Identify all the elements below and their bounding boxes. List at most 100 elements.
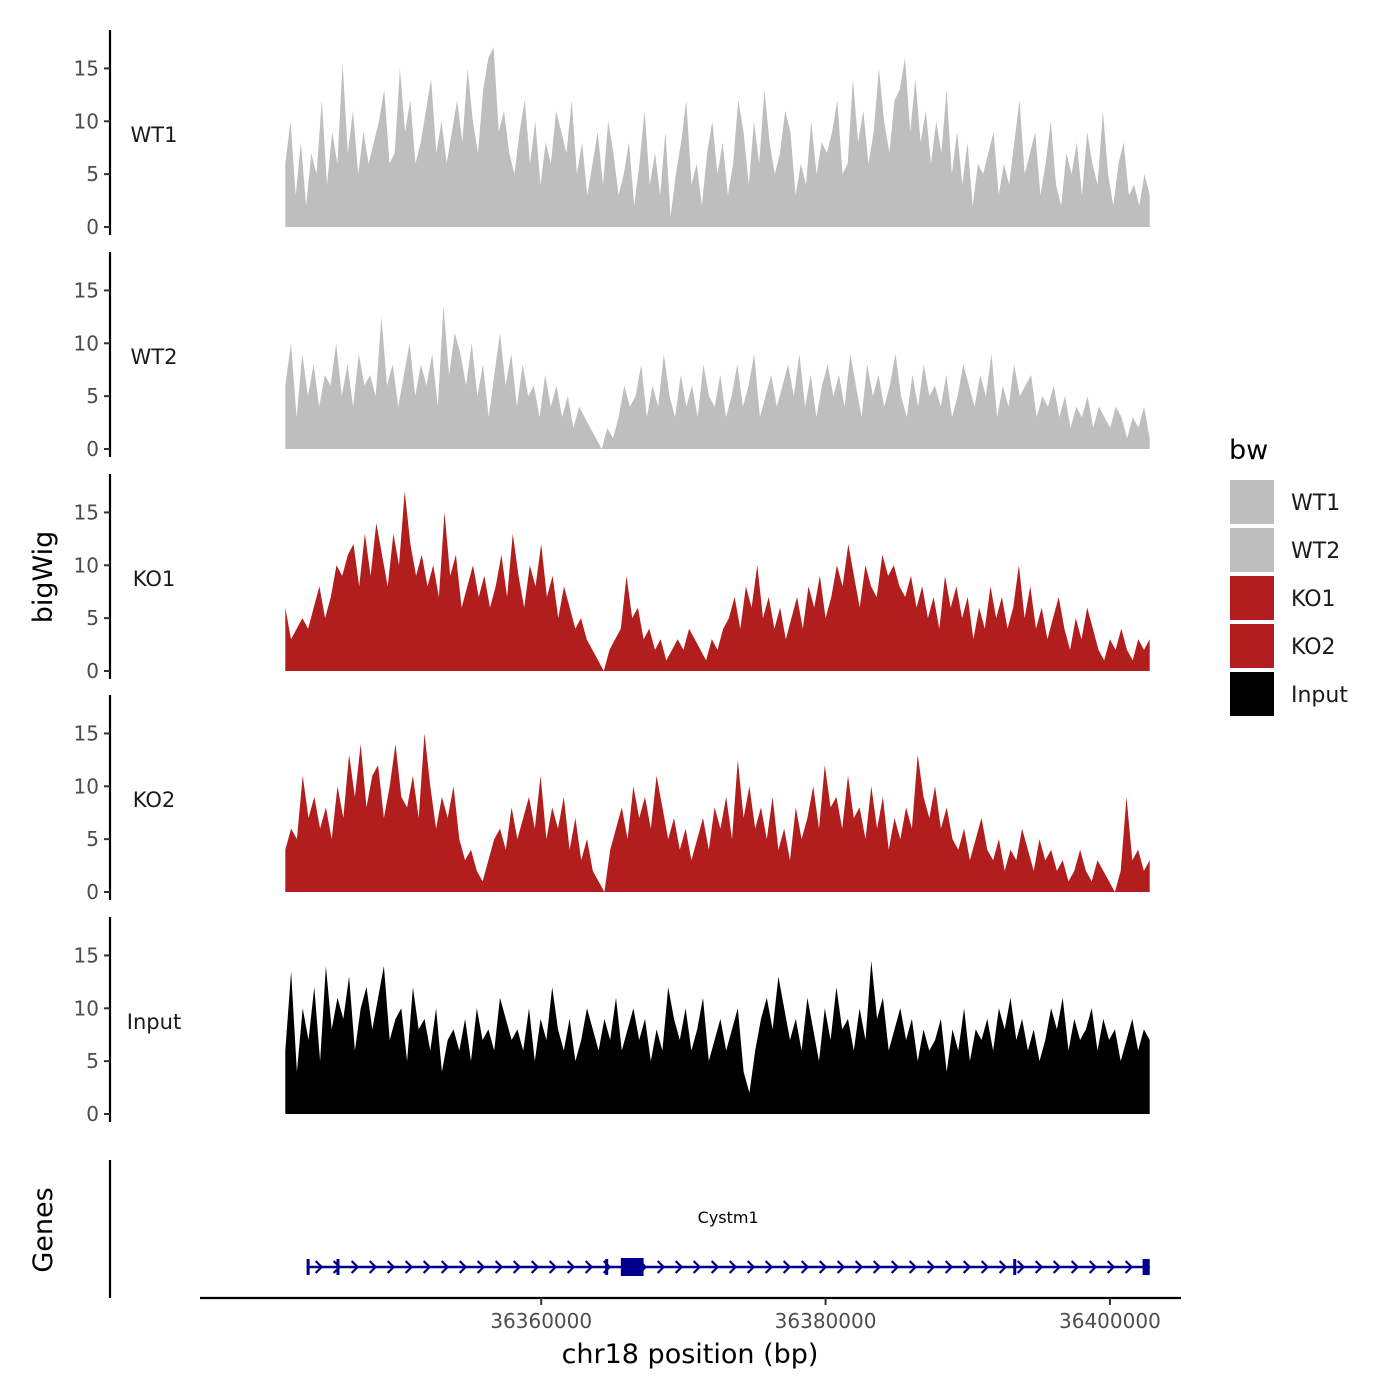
y-tick-label: 10: [74, 109, 99, 133]
y-tick-label: 5: [86, 606, 99, 630]
y-tick-label: 0: [86, 215, 99, 239]
y-tick-label: 10: [74, 553, 99, 577]
legend-swatch: [1230, 624, 1274, 668]
strand-chevron: [908, 1260, 918, 1274]
gene-exon: [306, 1259, 310, 1275]
strand-chevron: [1106, 1260, 1116, 1274]
y-tick-label: 5: [86, 162, 99, 186]
strand-chevron: [674, 1260, 684, 1274]
y-axis-title: bigWig: [28, 531, 59, 624]
gene-exon: [1013, 1259, 1017, 1275]
strand-chevron: [404, 1260, 414, 1274]
y-tick-label: 10: [74, 331, 99, 355]
strand-chevron: [872, 1260, 882, 1274]
legend-item-wt1: WT1: [1230, 480, 1340, 524]
strand-chevron: [710, 1260, 720, 1274]
gene-cystm1: Cystm1: [306, 1208, 1150, 1276]
legend-item-ko1: KO1: [1230, 576, 1336, 620]
legend-swatch: [1230, 528, 1274, 572]
strand-chevron: [368, 1260, 378, 1274]
strand-chevron: [800, 1260, 810, 1274]
x-axis: 36360000 36380000 36400000: [200, 1296, 1181, 1333]
legend-title: bw: [1229, 435, 1268, 466]
strand-chevron: [836, 1260, 846, 1274]
strand-chevron: [440, 1260, 450, 1274]
legend-label: KO2: [1291, 635, 1336, 660]
strand-chevron: [998, 1260, 1008, 1274]
track-label-ko2: KO2: [133, 788, 176, 812]
strand-chevron: [314, 1260, 324, 1274]
track-ko2: 0 5 10 15 KO2: [74, 695, 1150, 904]
y-tick-label: 15: [74, 56, 99, 80]
legend-label: Input: [1291, 683, 1348, 708]
strand-chevron: [656, 1260, 666, 1274]
strand-chevron: [422, 1260, 432, 1274]
y-tick-label: 0: [86, 437, 99, 461]
track-label-wt1: WT1: [131, 123, 178, 147]
gene-track: Cystm1: [108, 1160, 1150, 1298]
track-wt2: 0 5 10 15 WT2: [74, 252, 1150, 461]
strand-chevron: [944, 1260, 954, 1274]
strand-chevron: [584, 1260, 594, 1274]
strand-chevron: [746, 1260, 756, 1274]
y-tick-label: 5: [86, 827, 99, 851]
strand-chevron: [332, 1260, 342, 1274]
legend-swatch: [1230, 480, 1274, 524]
strand-chevron: [692, 1260, 702, 1274]
y-tick-label: 15: [74, 943, 99, 967]
signal-area-ko2: [285, 733, 1150, 892]
strand-chevron: [818, 1260, 828, 1274]
strand-chevron: [1124, 1260, 1134, 1274]
y-tick-label: 15: [74, 721, 99, 745]
strand-chevron: [1016, 1260, 1026, 1274]
gene-exon: [620, 1258, 644, 1276]
strand-chevron: [566, 1260, 576, 1274]
strand-chevron: [764, 1260, 774, 1274]
x-tick-label: 36380000: [775, 1309, 877, 1333]
y-tick-label: 10: [74, 996, 99, 1020]
strand-chevron: [926, 1260, 936, 1274]
strand-chevron: [1088, 1260, 1098, 1274]
strand-chevron: [386, 1260, 396, 1274]
signal-area-input: [285, 960, 1150, 1114]
strand-chevron: [980, 1260, 990, 1274]
strand-chevron: [1052, 1260, 1062, 1274]
y-tick-label: 5: [86, 384, 99, 408]
gene-exon: [336, 1259, 340, 1275]
strand-chevron: [1070, 1260, 1080, 1274]
strand-chevron: [476, 1260, 486, 1274]
x-axis-title: chr18 position (bp): [562, 1339, 819, 1370]
strand-chevron: [782, 1260, 792, 1274]
gene-exon: [605, 1259, 609, 1275]
legend-item-wt2: WT2: [1230, 528, 1340, 572]
track-input: 0 5 10 15 Input: [74, 917, 1150, 1126]
legend-swatch: [1230, 672, 1274, 716]
strand-chevron: [1034, 1260, 1044, 1274]
y-tick-label: 15: [74, 278, 99, 302]
y-tick-label: 0: [86, 659, 99, 683]
legend-label: WT2: [1291, 539, 1340, 564]
bigwig-tracks: 0 5 10 15 WT1 0 5 10 15 WT2 0 5 10 15 KO1 0 5 10 15 KO2 0 5 10…: [74, 30, 1150, 1126]
strand-chevron: [854, 1260, 864, 1274]
gene-track-title: Genes: [28, 1187, 59, 1272]
track-label-input: Input: [127, 1010, 181, 1034]
track-label-wt2: WT2: [131, 345, 178, 369]
strand-chevron: [728, 1260, 738, 1274]
legend-label: WT1: [1291, 491, 1340, 516]
strand-chevron: [512, 1260, 522, 1274]
gene-exon: [1142, 1259, 1150, 1275]
strand-chevron: [890, 1260, 900, 1274]
track-label-ko1: KO1: [133, 567, 176, 591]
y-tick-label: 0: [86, 1102, 99, 1126]
legend: WT1 WT2 KO1 KO2 Input: [1230, 480, 1348, 716]
strand-chevron: [458, 1260, 468, 1274]
strand-chevron: [494, 1260, 504, 1274]
legend-label: KO1: [1291, 587, 1336, 612]
signal-area-ko1: [285, 491, 1150, 671]
strand-chevron: [530, 1260, 540, 1274]
track-wt1: 0 5 10 15 WT1: [74, 30, 1150, 239]
x-tick-label: 36360000: [490, 1309, 592, 1333]
y-tick-label: 15: [74, 500, 99, 524]
signal-area-wt1: [285, 47, 1150, 227]
